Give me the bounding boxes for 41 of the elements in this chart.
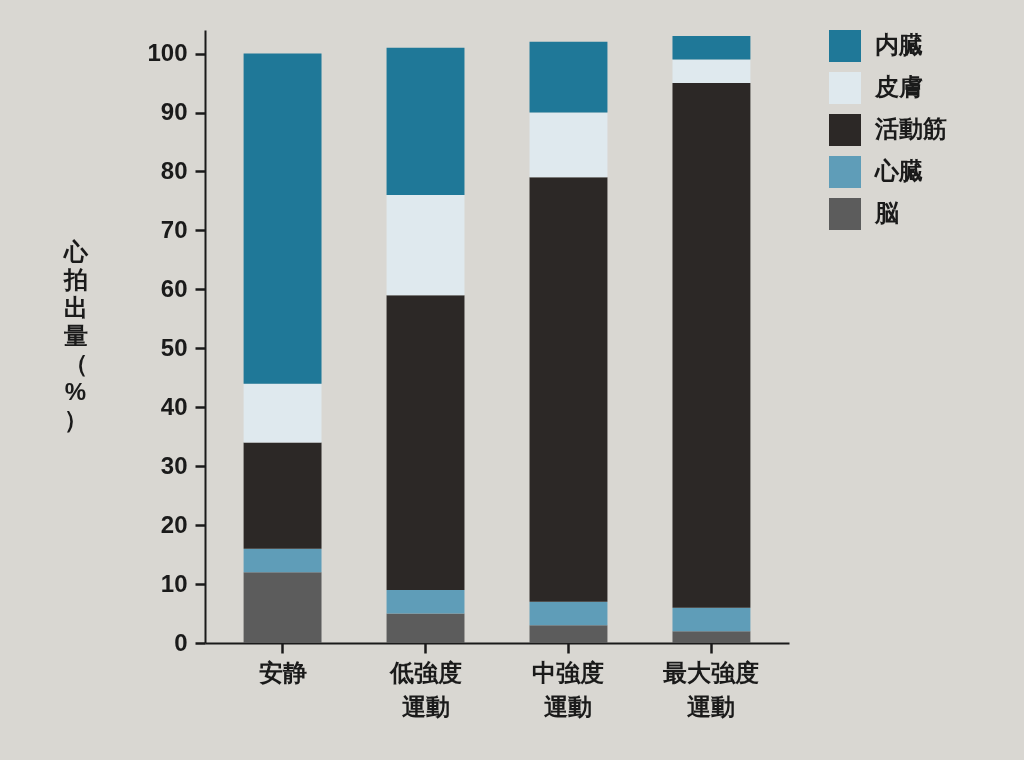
y-tick-label: 90 <box>160 98 188 126</box>
bar <box>386 47 465 196</box>
bar <box>672 607 751 632</box>
bar <box>386 295 465 590</box>
bar <box>672 83 751 608</box>
legend-label: 活動筋 <box>874 115 947 142</box>
bar <box>529 41 608 113</box>
y-tick-label: 70 <box>160 215 188 243</box>
y-tick-label: 80 <box>160 156 188 184</box>
y-tick-label: 20 <box>160 510 188 538</box>
legend-label: 心臓 <box>874 157 923 184</box>
bar <box>672 631 751 643</box>
bar <box>386 589 465 614</box>
y-tick-label: 10 <box>160 569 188 597</box>
legend-label: 脳 <box>874 199 899 226</box>
y-tick-label: 60 <box>160 274 188 302</box>
y-tick-label: 100 <box>147 39 188 67</box>
bar <box>529 625 608 643</box>
bar <box>243 572 322 643</box>
bar <box>529 112 608 178</box>
legend-label: 内臓 <box>875 31 923 58</box>
bar <box>243 53 322 384</box>
bar <box>529 601 608 626</box>
bar <box>672 35 751 60</box>
x-tick-label: 低強度運動 <box>388 658 462 720</box>
bar <box>529 177 608 602</box>
bar <box>386 195 465 296</box>
x-tick-label: 中強度運動 <box>532 658 605 720</box>
y-axis-title: 心拍出量（%） <box>62 237 89 433</box>
bar <box>386 613 465 643</box>
bar <box>243 442 322 549</box>
bar <box>672 59 751 84</box>
bar <box>243 548 322 573</box>
bar <box>243 383 322 443</box>
y-tick-label: 30 <box>160 451 188 479</box>
x-tick-label: 安静 <box>258 658 307 686</box>
legend-label: 皮膚 <box>874 73 923 100</box>
y-tick-label: 50 <box>160 333 188 361</box>
y-tick-label: 0 <box>174 628 188 656</box>
y-tick-label: 40 <box>160 392 188 420</box>
x-tick-label: 最大強度運動 <box>662 658 760 720</box>
